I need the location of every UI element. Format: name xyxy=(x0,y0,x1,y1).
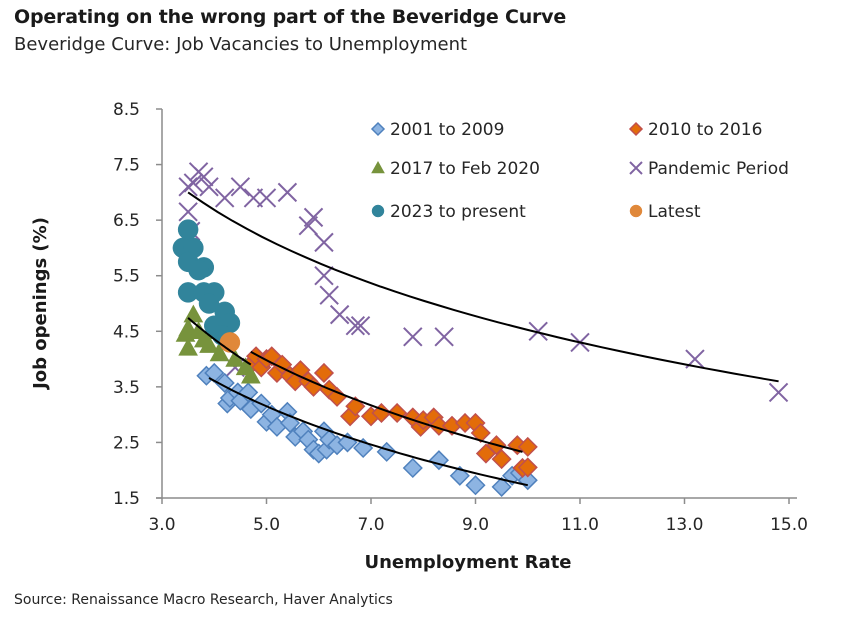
data-point xyxy=(314,266,334,286)
data-point xyxy=(470,422,491,444)
legend-item: 2010 to 2016 xyxy=(628,120,762,140)
data-point xyxy=(177,219,199,240)
data-point xyxy=(199,177,219,197)
legend-item: Pandemic Period xyxy=(629,159,789,179)
legend: 2001 to 2009 2010 to 2016 2017 to Feb 2020… xyxy=(370,120,789,222)
chart-subtitle: Beveridge Curve: Job Vacancies to Unempl… xyxy=(14,34,468,55)
data-point xyxy=(491,476,512,497)
legend-label: Pandemic Period xyxy=(648,159,789,179)
x-axis-title: Unemployment Rate xyxy=(364,552,571,573)
data-point xyxy=(528,321,548,341)
y-tick-label: 1.5 xyxy=(113,489,140,509)
data-point xyxy=(313,362,335,384)
data-point xyxy=(319,285,339,305)
data-point xyxy=(214,372,235,394)
data-point xyxy=(402,457,423,479)
data-point xyxy=(240,365,261,384)
y-tick-label: 8.5 xyxy=(113,100,140,120)
legend-item: 2023 to present xyxy=(371,202,526,222)
chart-title: Operating on the wrong part of the Bever… xyxy=(14,6,567,28)
trendlines xyxy=(187,191,779,487)
legend-label: 2023 to present xyxy=(390,202,526,222)
y-tick-label: 5.5 xyxy=(113,267,140,287)
x-tick-label: 13.0 xyxy=(666,515,704,535)
y-tick-label: 4.5 xyxy=(113,322,140,342)
data-point xyxy=(350,316,371,336)
data-point xyxy=(214,188,235,208)
data-point xyxy=(329,304,350,325)
x-tick-label: 11.0 xyxy=(561,515,599,535)
series-pandemic-period xyxy=(178,162,789,403)
legend-marker-icon xyxy=(629,161,643,175)
legend-label: 2017 to Feb 2020 xyxy=(390,159,540,179)
axes: 1.5 2.5 3.5 4.5 5.5 6.5 7.5 8.5 3.0 5.0 7.0 9.0 11.0… xyxy=(113,100,808,535)
data-point xyxy=(434,327,454,347)
trendline xyxy=(250,350,523,453)
data-point xyxy=(188,259,209,281)
legend-marker-icon xyxy=(371,160,385,174)
data-point xyxy=(517,436,538,457)
data-point xyxy=(183,304,204,323)
data-point xyxy=(194,167,214,187)
legend-marker-icon xyxy=(371,204,385,218)
x-tick-label: 3.0 xyxy=(148,515,175,535)
legend-marker-icon xyxy=(629,204,643,218)
data-point xyxy=(209,343,230,362)
trendline xyxy=(187,317,252,366)
x-tick-label: 7.0 xyxy=(357,515,384,535)
y-tick-label: 2.5 xyxy=(113,433,140,453)
legend-item: 2017 to Feb 2020 xyxy=(371,159,540,179)
data-point xyxy=(230,177,251,197)
series-2023-to-present xyxy=(172,219,241,346)
data-point xyxy=(491,449,512,470)
x-tick-label: 5.0 xyxy=(253,515,280,535)
y-tick-label: 7.5 xyxy=(113,156,140,176)
data-point xyxy=(303,207,324,228)
legend-label: 2001 to 2009 xyxy=(390,120,504,140)
legend-label: 2010 to 2016 xyxy=(648,120,762,140)
legend-item: Latest xyxy=(629,202,701,222)
data-point xyxy=(465,475,486,496)
data-point xyxy=(298,215,319,236)
data-point xyxy=(256,188,277,208)
legend-label: Latest xyxy=(648,202,701,222)
legend-item: 2001 to 2009 xyxy=(370,120,504,140)
data-point xyxy=(178,202,198,222)
y-tick-label: 6.5 xyxy=(113,211,140,231)
trendline xyxy=(187,191,779,383)
legend-marker-icon xyxy=(370,121,386,137)
legend-marker-icon xyxy=(628,121,644,137)
data-point xyxy=(768,382,789,403)
data-point xyxy=(277,182,298,203)
source-note: Source: Renaissance Macro Research, Have… xyxy=(14,592,393,608)
series-2010-to-2016 xyxy=(240,346,538,479)
data-point xyxy=(178,337,198,356)
x-tick-label: 9.0 xyxy=(462,515,489,535)
data-point xyxy=(387,402,408,424)
trendline xyxy=(208,377,529,487)
data-point xyxy=(517,457,538,478)
data-point xyxy=(403,327,423,347)
data-point xyxy=(183,173,204,193)
data-point xyxy=(345,316,366,336)
x-tick-label: 15.0 xyxy=(770,515,808,535)
data-point xyxy=(314,232,334,253)
data-point xyxy=(199,335,219,353)
y-tick-label: 3.5 xyxy=(113,378,140,398)
y-axis-title: Job openings (%) xyxy=(30,217,51,391)
